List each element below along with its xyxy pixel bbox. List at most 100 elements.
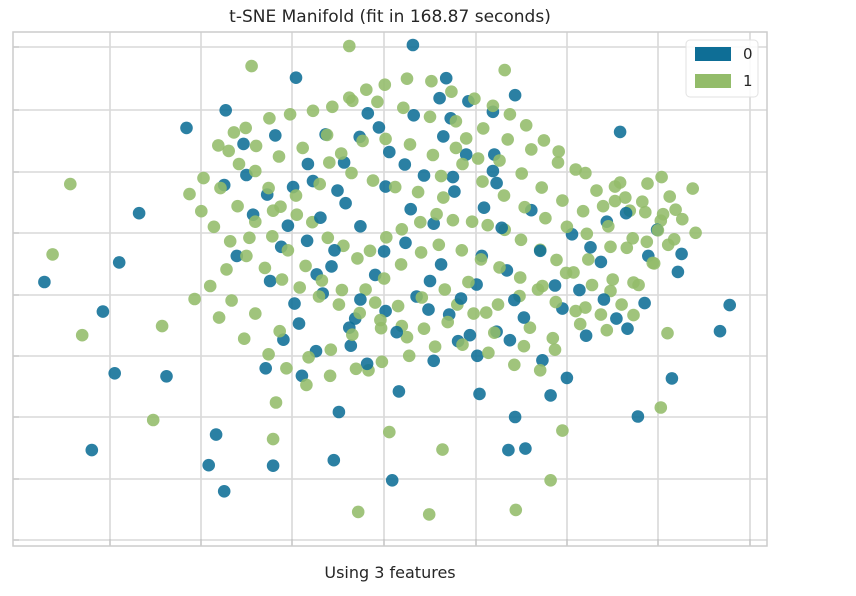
point-class-1 [465,215,479,228]
point-class-0 [579,329,593,343]
point-class-1 [380,231,393,244]
point-class-0 [508,293,521,307]
point-class-1 [467,307,480,320]
point-class-1 [432,238,446,252]
point-class-1 [517,339,531,353]
point-class-1 [374,313,387,327]
point-class-0 [383,145,396,159]
point-class-0 [399,236,412,250]
point-class-1 [353,306,367,320]
point-class-0 [344,339,358,353]
point-class-1 [212,139,225,152]
point-class-0 [675,247,688,261]
point-class-1 [438,283,452,296]
point-class-1 [434,169,448,183]
point-class-1 [293,281,307,294]
point-class-0 [354,220,367,233]
point-class-1 [455,244,469,257]
point-class-0 [217,485,231,498]
point-class-1 [515,167,528,180]
point-class-1 [155,319,169,333]
point-class-0 [288,297,301,310]
point-class-0 [377,245,391,258]
point-class-1 [411,185,425,199]
point-class-0 [300,234,314,248]
point-class-0 [508,88,522,102]
point-class-1 [654,401,668,414]
point-class-1 [582,253,595,266]
point-class-0 [202,458,215,472]
point-class-1 [430,207,443,221]
point-class-1 [400,330,414,344]
point-class-1 [225,294,238,307]
point-class-1 [479,306,493,319]
point-class-1 [456,157,469,171]
point-class-0 [38,275,51,289]
point-class-1 [289,189,303,202]
point-class-1 [456,338,469,352]
point-class-0 [417,169,431,182]
point-class-0 [446,170,460,184]
point-class-1 [544,474,557,487]
point-class-0 [332,405,346,419]
point-class-1 [546,331,560,345]
plot-area [13,32,767,546]
point-class-1 [661,326,674,340]
point-class-0 [502,443,515,457]
point-class-1 [661,238,675,252]
point-class-0 [390,325,404,339]
point-class-1 [615,298,628,311]
point-class-1 [360,83,373,96]
point-class-0 [594,255,608,269]
point-class-0 [517,311,531,324]
point-class-1 [585,278,599,292]
point-class-0 [361,107,375,120]
point-class-0 [671,265,685,279]
point-class-1 [332,298,346,311]
scatter-points [38,38,736,521]
point-class-0 [459,148,473,161]
point-class-1 [445,85,458,98]
point-class-1 [46,248,59,261]
point-class-1 [349,362,363,376]
point-class-1 [602,220,615,233]
point-class-0 [379,180,392,193]
point-class-1 [232,157,246,171]
point-class-0 [372,121,386,134]
point-class-0 [503,333,517,347]
point-class-1 [608,194,622,208]
point-class-1 [423,110,437,124]
point-class-0 [486,164,500,178]
point-class-0 [392,385,406,398]
point-class-1 [266,204,280,217]
chart-title: t-SNE Manifold (fit in 168.87 seconds) [229,7,551,27]
point-class-1 [471,152,485,165]
point-class-1 [676,212,689,226]
point-class-0 [423,274,437,288]
point-class-1 [576,204,590,218]
point-class-0 [132,206,146,220]
point-class-1 [422,508,436,521]
point-class-1 [550,253,563,267]
point-class-0 [289,71,303,84]
point-class-1 [669,203,682,216]
point-class-1 [75,328,89,342]
point-class-0 [263,274,277,288]
point-class-1 [371,95,384,109]
point-class-1 [627,308,640,322]
point-class-0 [108,367,121,380]
point-class-1 [397,101,410,115]
point-class-1 [195,204,208,218]
point-class-1 [222,144,235,158]
point-class-1 [356,134,369,148]
point-class-1 [379,132,392,146]
point-class-0 [360,357,374,371]
point-class-1 [237,332,251,346]
point-class-1 [482,346,495,360]
point-class-0 [448,185,461,198]
point-class-1 [509,503,523,517]
point-class-1 [514,233,528,247]
point-class-0 [112,256,126,269]
point-class-1 [503,108,517,121]
